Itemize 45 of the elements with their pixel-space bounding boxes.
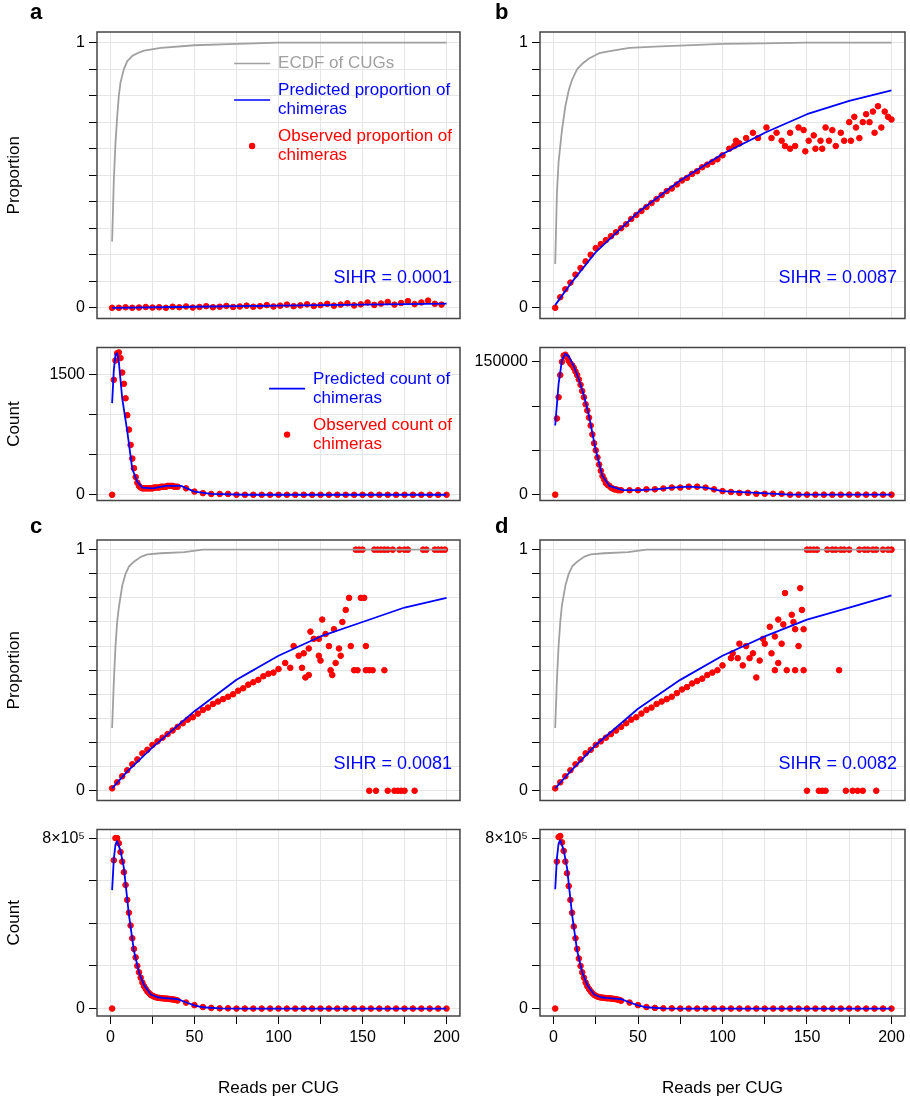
chart-title: c: [30, 513, 43, 539]
y-tick-label: 1: [519, 540, 529, 558]
chart-title: a: [30, 0, 43, 25]
y-tick-label: 0: [519, 298, 529, 316]
chart-title: b: [495, 0, 509, 25]
y-tick-label: 0: [519, 485, 529, 503]
y-tick-label: 0: [76, 781, 86, 799]
x-tick-label: 100: [265, 1028, 292, 1046]
y-tick-label: 0: [76, 298, 86, 316]
y-tick-label: 8×10⁵: [42, 828, 85, 846]
x-tick-label: 150: [349, 1028, 376, 1046]
y-tick-label: 0: [519, 998, 529, 1016]
y-tick-label: 150000: [474, 352, 529, 370]
y-tick-label: 1: [76, 540, 86, 558]
annotation: SIHR = 0.0081: [333, 752, 452, 773]
x-tick-label: 200: [878, 1028, 905, 1046]
y-tick-label: 1500: [49, 364, 86, 382]
x-tick-label: 50: [185, 1028, 204, 1046]
y-tick-label: 0: [76, 998, 86, 1016]
y-tick-label: 8×10⁵: [485, 828, 528, 846]
legend-label: Predicted count of chimeras: [313, 368, 451, 407]
y-tick-label: 1: [519, 33, 529, 51]
annotation: SIHR = 0.0001: [333, 267, 452, 288]
x-axis-title: Reads per CUG: [662, 1078, 783, 1098]
chart-title: d: [495, 513, 509, 539]
x-tick-label: 0: [549, 1028, 559, 1046]
legend-label: Predicted proportion of chimeras: [278, 80, 451, 119]
y-tick-label: 0: [519, 781, 529, 799]
annotation: SIHR = 0.0082: [778, 752, 897, 773]
x-tick-label: 50: [629, 1028, 648, 1046]
y-axis-title: Proportion: [3, 135, 23, 215]
y-tick-label: 1: [76, 33, 86, 51]
x-tick-label: 100: [709, 1028, 736, 1046]
x-tick-label: 200: [433, 1028, 460, 1046]
y-axis-title: Proportion: [3, 630, 23, 710]
x-tick-label: 0: [105, 1028, 115, 1046]
legend-label: Observed proportion of chimeras: [278, 126, 453, 165]
legend-label: Observed count of chimeras: [313, 414, 453, 453]
annotation: SIHR = 0.0087: [778, 267, 897, 288]
legend-label: ECDF of CUGs: [278, 53, 395, 73]
y-axis-title: Count: [3, 401, 23, 447]
y-tick-label: 0: [76, 485, 86, 503]
x-tick-label: 150: [793, 1028, 821, 1046]
y-axis-title: Count: [3, 899, 23, 946]
x-axis-title: Reads per CUG: [218, 1078, 339, 1098]
